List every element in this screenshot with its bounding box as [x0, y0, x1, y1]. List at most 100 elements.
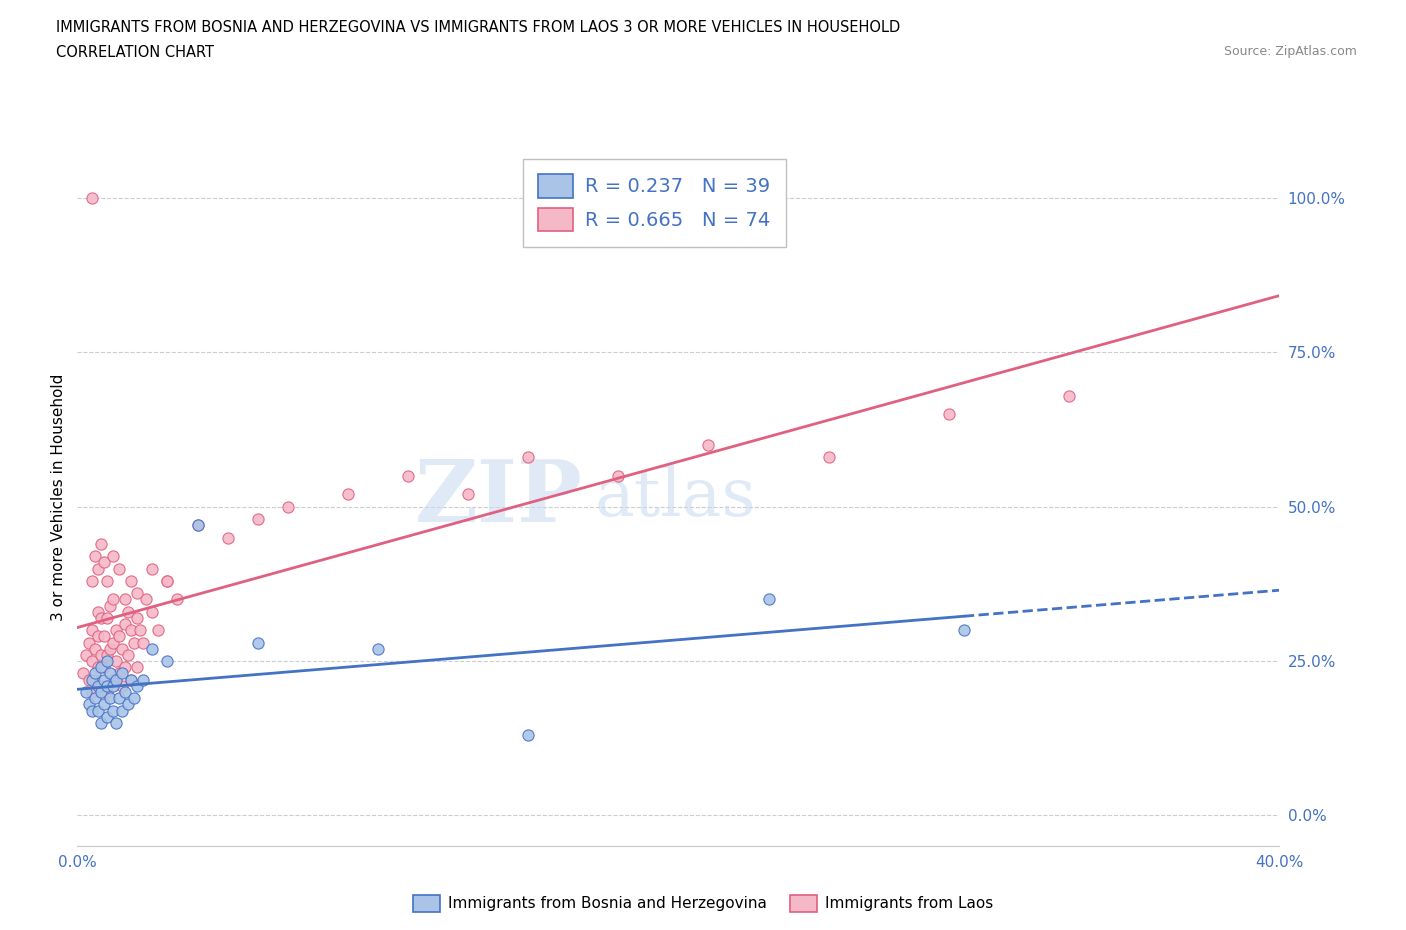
- Point: [103, 678, 125, 693]
- Point: [87, 660, 110, 675]
- Point: [103, 703, 125, 718]
- Text: Source: ZipAtlas.com: Source: ZipAtlas.com: [1223, 45, 1357, 58]
- Point: [111, 666, 134, 681]
- Point: [79, 697, 101, 711]
- Point: [96, 654, 118, 669]
- Point: [96, 610, 118, 625]
- Point: [120, 672, 142, 687]
- Point: [84, 642, 107, 657]
- Point: [93, 555, 115, 570]
- Point: [87, 561, 110, 576]
- Point: [75, 684, 97, 699]
- Point: [166, 592, 188, 607]
- Point: [87, 604, 110, 619]
- Point: [90, 610, 112, 625]
- Point: [108, 629, 131, 644]
- Point: [103, 592, 125, 607]
- Y-axis label: 3 or more Vehicles in Household: 3 or more Vehicles in Household: [51, 374, 66, 621]
- Point: [141, 604, 163, 619]
- Point: [82, 191, 104, 206]
- Point: [93, 660, 115, 675]
- Point: [100, 691, 122, 706]
- Point: [141, 642, 163, 657]
- Point: [87, 703, 110, 718]
- Point: [93, 629, 115, 644]
- Point: [217, 530, 239, 545]
- Point: [117, 604, 139, 619]
- Point: [114, 684, 136, 699]
- Point: [120, 574, 142, 589]
- Point: [114, 617, 136, 631]
- Point: [120, 672, 142, 687]
- Point: [148, 623, 170, 638]
- Point: [938, 406, 960, 421]
- Point: [108, 561, 131, 576]
- Point: [84, 666, 107, 681]
- Point: [84, 672, 107, 687]
- Point: [132, 635, 155, 650]
- Point: [87, 629, 110, 644]
- Point: [90, 715, 112, 730]
- Point: [93, 672, 115, 687]
- Point: [336, 487, 359, 502]
- Text: ZIP: ZIP: [415, 456, 582, 539]
- Point: [517, 728, 540, 743]
- Point: [82, 574, 104, 589]
- Point: [72, 666, 94, 681]
- Point: [90, 537, 112, 551]
- Point: [103, 635, 125, 650]
- Point: [82, 623, 104, 638]
- Point: [124, 635, 146, 650]
- Point: [277, 499, 299, 514]
- Point: [90, 684, 112, 699]
- Point: [127, 610, 149, 625]
- Point: [105, 672, 128, 687]
- Point: [186, 518, 209, 533]
- Point: [103, 549, 125, 564]
- Point: [87, 678, 110, 693]
- Point: [127, 678, 149, 693]
- Point: [132, 672, 155, 687]
- Point: [953, 623, 976, 638]
- Point: [82, 654, 104, 669]
- Point: [96, 647, 118, 662]
- Point: [93, 697, 115, 711]
- Point: [127, 660, 149, 675]
- Point: [457, 487, 479, 502]
- Point: [127, 586, 149, 601]
- Point: [96, 678, 118, 693]
- Point: [108, 666, 131, 681]
- Point: [108, 691, 131, 706]
- Point: [607, 469, 630, 484]
- Point: [697, 438, 720, 453]
- Point: [156, 574, 179, 589]
- Point: [84, 691, 107, 706]
- Point: [135, 592, 157, 607]
- Point: [114, 592, 136, 607]
- Point: [79, 672, 101, 687]
- Point: [84, 549, 107, 564]
- Point: [79, 635, 101, 650]
- Point: [96, 684, 118, 699]
- Point: [90, 647, 112, 662]
- Point: [82, 672, 104, 687]
- Point: [246, 635, 269, 650]
- Point: [111, 642, 134, 657]
- Point: [100, 598, 122, 613]
- Point: [396, 469, 419, 484]
- Point: [120, 623, 142, 638]
- Point: [100, 642, 122, 657]
- Point: [156, 574, 179, 589]
- Point: [75, 647, 97, 662]
- Point: [124, 691, 146, 706]
- Point: [156, 654, 179, 669]
- Legend: R = 0.237   N = 39, R = 0.665   N = 74: R = 0.237 N = 39, R = 0.665 N = 74: [523, 158, 786, 246]
- Text: atlas: atlas: [595, 465, 756, 530]
- Point: [758, 592, 780, 607]
- Point: [111, 678, 134, 693]
- Text: CORRELATION CHART: CORRELATION CHART: [56, 45, 214, 60]
- Point: [103, 672, 125, 687]
- Point: [105, 654, 128, 669]
- Point: [246, 512, 269, 526]
- Point: [129, 623, 152, 638]
